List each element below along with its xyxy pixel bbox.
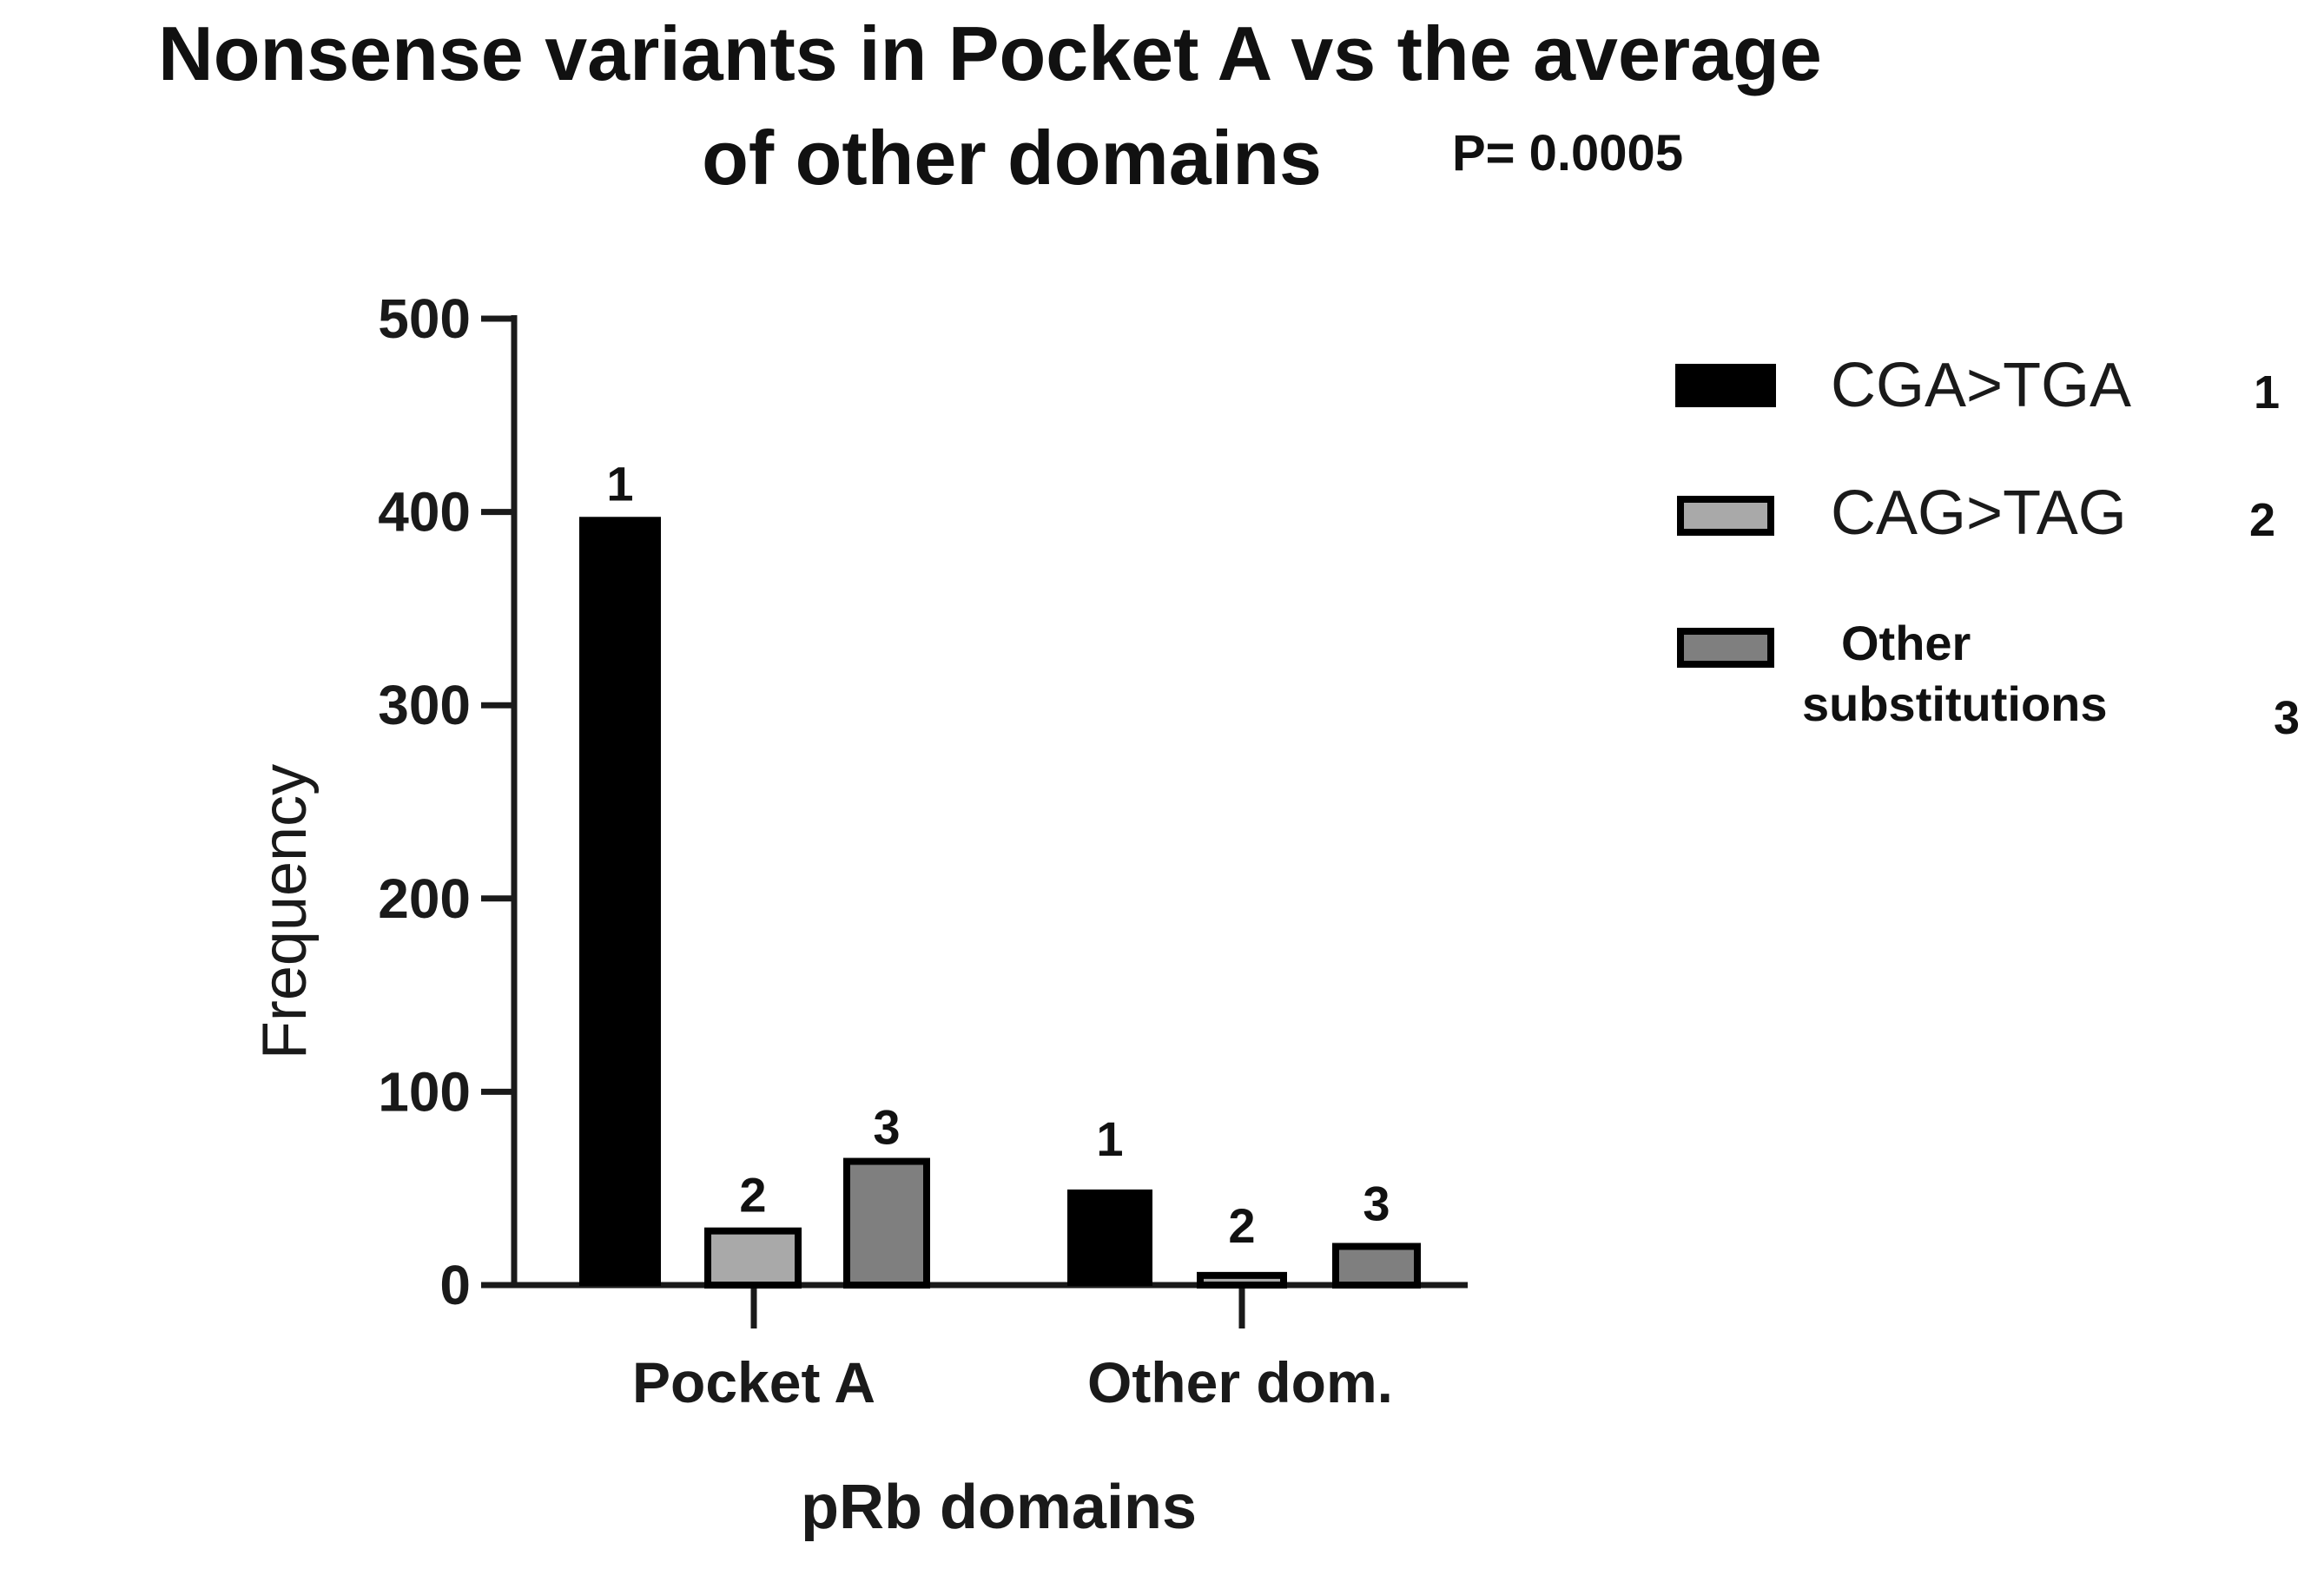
bar — [1067, 1189, 1152, 1287]
legend-label-other-line1: Other — [1841, 616, 1971, 670]
chart-title-line1: Nonsense variants in Pocket A vs the ave… — [158, 10, 1822, 96]
bars: 1 1 2 2 3 3 — [579, 456, 1421, 1289]
legend-marker-cag-tag: 2 — [2249, 494, 2275, 546]
bar-marker-label: 1 — [1096, 1111, 1123, 1166]
y-tick-label: 200 — [378, 867, 471, 930]
bar — [843, 1157, 930, 1289]
bar — [1332, 1243, 1421, 1289]
bar-marker-label: 1 — [606, 456, 633, 511]
legend-swatch-cga-tga — [1675, 364, 1776, 407]
p-value-label: P= 0.0005 — [1452, 125, 1683, 181]
bar — [579, 517, 661, 1286]
bar — [1197, 1271, 1287, 1289]
bar-marker-label: 2 — [1228, 1198, 1255, 1253]
y-tick-label: 0 — [439, 1254, 471, 1316]
legend: CGA>TGA 1 CAG>TAG 2 Other substitutions … — [1675, 351, 2300, 744]
y-axis-title: Frequency — [250, 764, 320, 1059]
bar-marker-label: 3 — [873, 1100, 900, 1155]
legend-label-other-line2: substitutions — [1802, 676, 2108, 731]
legend-label-cag-tag: CAG>TAG — [1831, 478, 2127, 548]
legend-swatch-other-substitutions — [1677, 628, 1774, 668]
y-tick-label: 100 — [378, 1060, 471, 1123]
bar-marker-label: 2 — [739, 1168, 766, 1223]
x-tick-label: Other dom. — [1087, 1350, 1393, 1414]
x-tick-label: Pocket A — [632, 1350, 875, 1414]
bar-marker-label: 3 — [1363, 1176, 1390, 1230]
axes: 0 100 200 300 400 500 Pocket A Other dom. — [378, 287, 1468, 1414]
chart-title-line2: of other domains — [702, 115, 1322, 201]
y-tick-label: 300 — [378, 674, 471, 736]
legend-swatch-cag-tag — [1677, 496, 1774, 536]
y-tick-label: 400 — [378, 481, 471, 544]
x-axis-title: pRb domains — [801, 1473, 1197, 1542]
legend-marker-other-substitutions: 3 — [2274, 692, 2300, 744]
y-tick-label: 500 — [378, 287, 471, 350]
legend-marker-cga-tga: 1 — [2254, 366, 2280, 419]
legend-label-cga-tga: CGA>TGA — [1831, 351, 2131, 420]
bar — [704, 1227, 802, 1289]
